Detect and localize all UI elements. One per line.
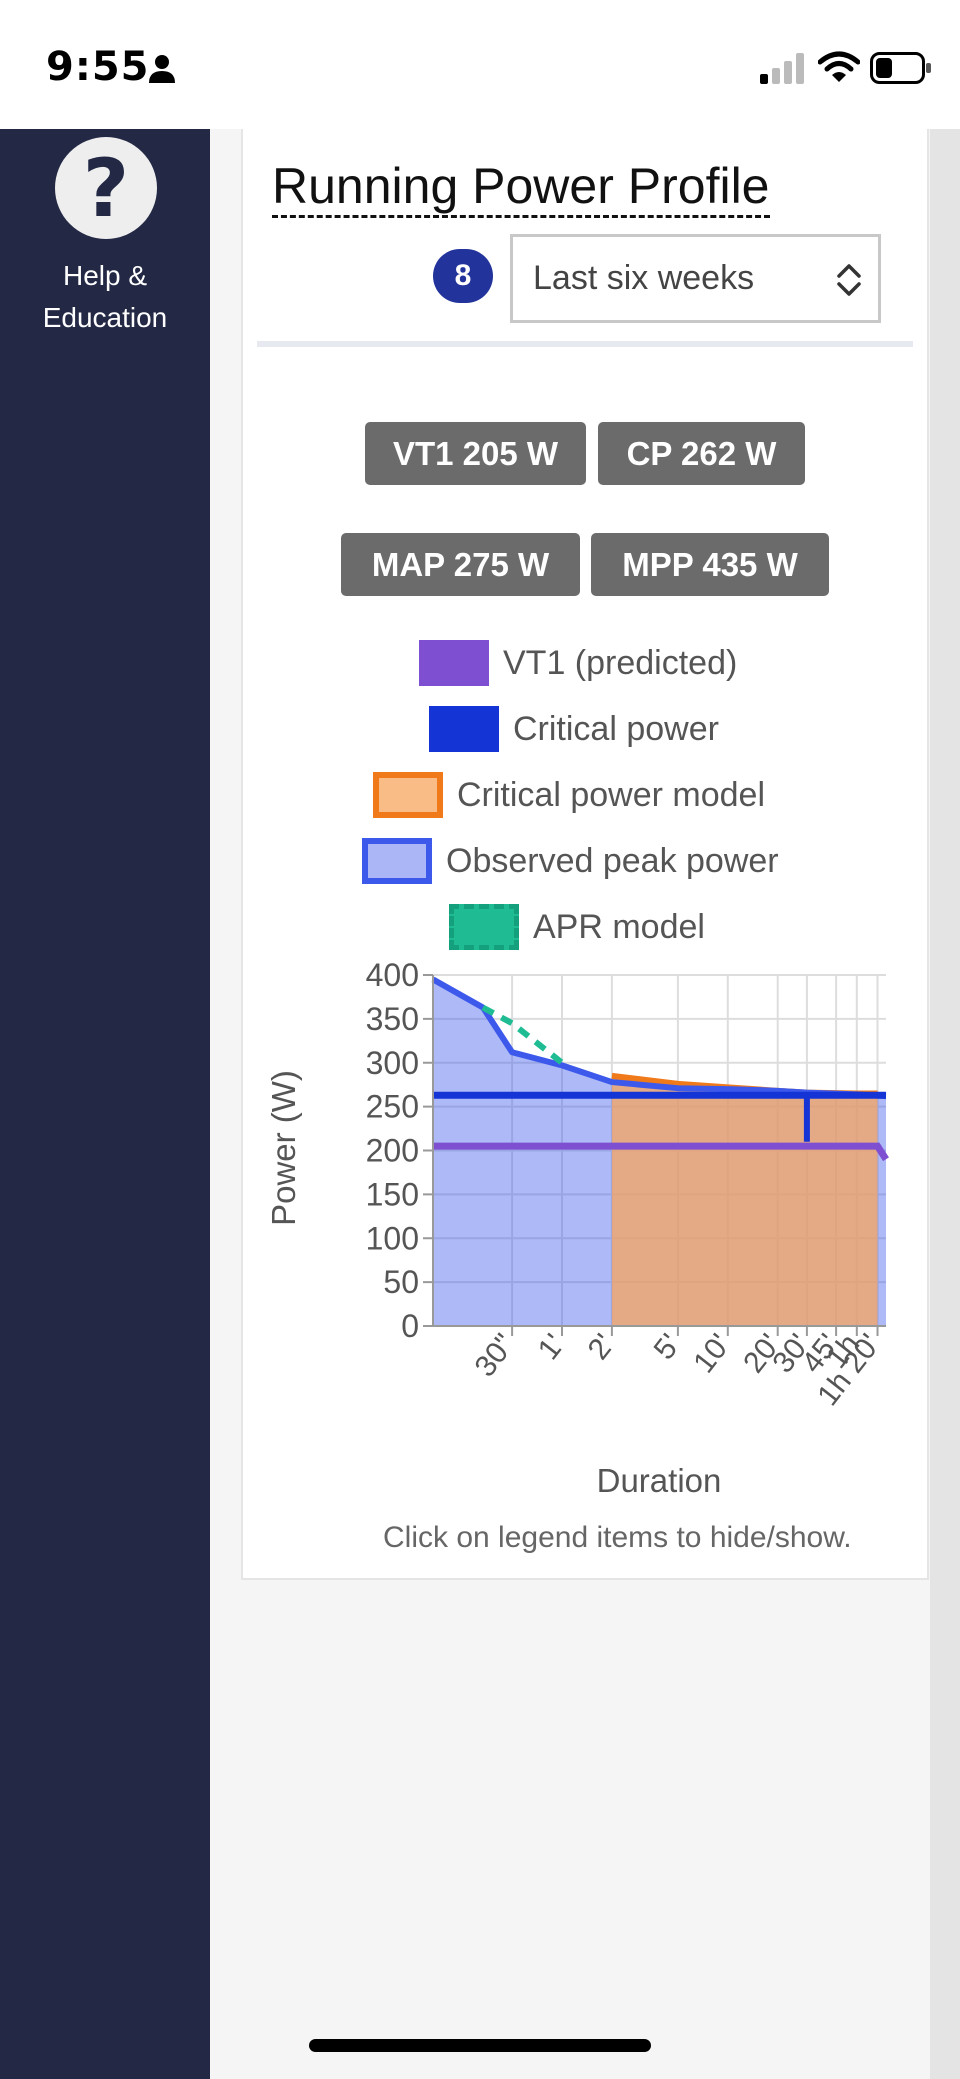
cellular-signal-icon (760, 53, 804, 84)
y-tick-label: 50 (383, 1264, 419, 1300)
home-indicator (309, 2039, 651, 2052)
battery-icon (870, 52, 931, 84)
count-badge: 8 (433, 249, 493, 303)
legend-item-vt1[interactable]: VT1 (predicted) (419, 638, 737, 688)
vt1-line (433, 1142, 889, 1162)
x-tick-label: 2' (582, 1328, 622, 1366)
legend-item-cp-model[interactable]: Critical power model (373, 770, 765, 820)
cp-model-area (611, 1075, 878, 1326)
legend-item-critical-power[interactable]: Critical power (429, 704, 719, 754)
legend-swatch-critical-power (429, 706, 499, 752)
metric-mpp: MPP 435 W (591, 533, 829, 596)
legend-label-vt1: VT1 (predicted) (503, 643, 738, 682)
legend-swatch-apr-model (449, 904, 519, 950)
wifi-icon (818, 51, 860, 82)
status-bar: 9:55 (0, 0, 960, 129)
divider (257, 341, 913, 347)
x-tick-label: 5' (648, 1328, 688, 1366)
metric-map: MAP 275 W (341, 533, 580, 596)
page-title[interactable]: Running Power Profile (272, 158, 770, 218)
y-tick-label: 0 (401, 1308, 419, 1344)
legend-label-apr-model: APR model (533, 907, 705, 946)
y-tick-label: 100 (366, 1220, 419, 1256)
y-tick-label: 150 (366, 1176, 419, 1212)
legend-hint: Click on legend items to hide/show. (383, 1521, 852, 1554)
page-edge (930, 129, 960, 2079)
legend-label-cp-model: Critical power model (457, 775, 765, 814)
x-tick-label: 10' (687, 1328, 737, 1379)
legend-swatch-vt1 (419, 640, 489, 686)
legend-swatch-observed-peak (362, 838, 432, 884)
person-icon (149, 55, 175, 83)
y-tick-label: 250 (366, 1089, 419, 1125)
help-label-line2: Education (42, 302, 168, 333)
help-label-line1: Help & (62, 260, 148, 291)
x-axis-label: Duration (597, 1462, 722, 1499)
sidebar (0, 129, 210, 2079)
metric-cp: CP 262 W (598, 422, 805, 485)
y-axis-label: Power (W) (265, 1070, 302, 1226)
power-profile-card (241, 129, 929, 1580)
legend-swatch-cp-model (373, 772, 443, 818)
legend-label-critical-power: Critical power (513, 709, 719, 748)
legend-label-observed-peak: Observed peak power (446, 841, 779, 880)
legend-item-apr-model[interactable]: APR model (449, 902, 705, 952)
y-tick-label: 300 (366, 1045, 419, 1081)
period-select-value: Last six weeks (533, 259, 755, 297)
x-tick-label: 30" (469, 1328, 522, 1383)
y-tick-label: 350 (366, 1001, 419, 1037)
period-select[interactable]: Last six weeks (510, 234, 881, 323)
x-tick-label: 1' (532, 1328, 572, 1366)
help-icon[interactable]: ? (55, 137, 157, 239)
sidebar-item-help-education[interactable]: Help & Education (0, 255, 210, 339)
status-time: 9:55 (46, 44, 150, 90)
chevron-up-down-icon (837, 264, 861, 296)
legend-item-observed-peak[interactable]: Observed peak power (362, 836, 779, 886)
metric-vt1: VT1 205 W (365, 422, 586, 485)
y-tick-label: 400 (366, 957, 419, 993)
apr-model-line (481, 1004, 564, 1066)
y-tick-label: 200 (366, 1133, 419, 1169)
